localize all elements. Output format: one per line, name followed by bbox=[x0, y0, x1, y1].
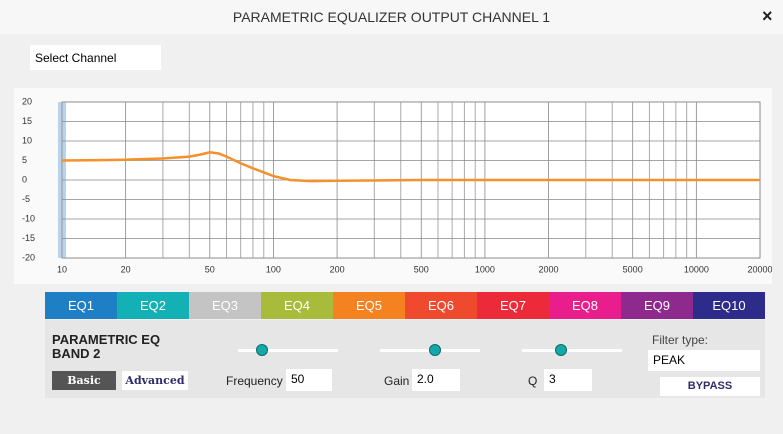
y-tick-label: 0 bbox=[22, 174, 27, 184]
y-tick-label: 10 bbox=[22, 135, 32, 145]
eq-tab[interactable]: EQ7 bbox=[477, 292, 549, 319]
gain-label: Gain bbox=[384, 374, 410, 388]
y-tick-label: -15 bbox=[22, 233, 35, 243]
eq-tab[interactable]: EQ2 bbox=[117, 292, 189, 319]
q-slider[interactable] bbox=[522, 349, 622, 352]
eq-tab[interactable]: EQ8 bbox=[549, 292, 621, 319]
x-tick-label: 500 bbox=[414, 264, 429, 274]
q-label: Q bbox=[528, 374, 538, 388]
eq-tab[interactable]: EQ9 bbox=[621, 292, 693, 319]
x-tick-label: 100 bbox=[266, 264, 281, 274]
select-channel[interactable]: Select Channel bbox=[30, 45, 161, 70]
band-title: PARAMETRIC EQ BAND 2 bbox=[52, 332, 161, 361]
frequency-slider[interactable] bbox=[238, 349, 338, 352]
eq-tab[interactable]: EQ6 bbox=[405, 292, 477, 319]
response-curve bbox=[61, 151, 760, 183]
filter-type-label: Filter type: bbox=[652, 333, 709, 347]
eq-tab[interactable]: EQ1 bbox=[45, 292, 117, 319]
eq-tab[interactable]: EQ3 bbox=[189, 292, 261, 319]
x-tick-label: 200 bbox=[330, 264, 345, 274]
y-tick-label: -5 bbox=[22, 194, 30, 204]
title-bar bbox=[0, 0, 783, 34]
x-tick-label: 20 bbox=[121, 264, 131, 274]
x-tick-label: 20000 bbox=[747, 264, 772, 274]
close-button[interactable]: × bbox=[762, 6, 773, 26]
y-tick-label: 5 bbox=[22, 155, 27, 165]
x-tick-label: 50 bbox=[205, 264, 215, 274]
gain-input[interactable]: 2.0 bbox=[412, 369, 460, 391]
q-input[interactable]: 3 bbox=[544, 369, 592, 391]
basic-button[interactable]: Basic bbox=[52, 371, 116, 390]
x-tick-label: 2000 bbox=[539, 264, 559, 274]
q-knob[interactable] bbox=[555, 344, 567, 356]
chart: -20 -15 -10 -5 0 5 10 15 20 10 20 50 100 200 500 1000 20… bbox=[14, 88, 772, 284]
window-title: PARAMETRIC EQUALIZER OUTPUT CHANNEL 1 bbox=[232, 9, 551, 25]
eq-tab[interactable]: EQ10 bbox=[693, 292, 765, 319]
x-tick-label: 1000 bbox=[475, 264, 495, 274]
filter-type[interactable]: PEAK bbox=[648, 350, 760, 371]
y-tick-label: -20 bbox=[22, 252, 35, 262]
x-tick-label: 10 bbox=[57, 264, 67, 274]
frequency-label: Frequency bbox=[226, 374, 283, 388]
bypass-button[interactable]: BYPASS bbox=[660, 377, 760, 396]
frequency-knob[interactable] bbox=[256, 344, 268, 356]
x-tick-label: 10000 bbox=[684, 264, 709, 274]
advanced-button[interactable]: Advanced bbox=[122, 371, 188, 390]
y-tick-label: 20 bbox=[22, 96, 32, 106]
frequency-input[interactable]: 50 bbox=[286, 369, 332, 391]
eq-tab[interactable]: EQ5 bbox=[333, 292, 405, 319]
eq-tab[interactable]: EQ4 bbox=[261, 292, 333, 319]
y-tick-label: -10 bbox=[22, 213, 35, 223]
gain-knob[interactable] bbox=[429, 344, 441, 356]
y-tick-label: 15 bbox=[22, 116, 32, 126]
x-tick-label: 5000 bbox=[623, 264, 643, 274]
